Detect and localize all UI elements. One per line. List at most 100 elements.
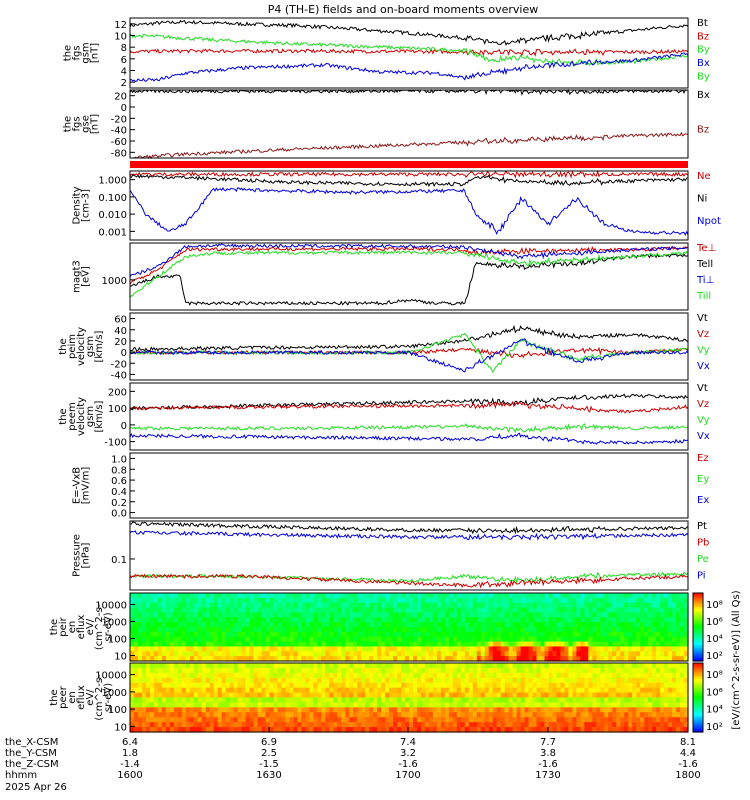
spec-cell [397,593,402,599]
spec-cell [624,607,629,614]
spec-cell [353,663,358,669]
spec-cell [333,672,338,679]
colorbar-cell [693,645,703,648]
spec-cell [588,727,593,733]
spec-cell [257,667,263,674]
spec-cell [237,597,243,604]
spec-cell [504,692,510,699]
spec-cell [580,692,585,699]
spec-cell [341,627,346,633]
spec-cell [488,722,494,728]
spec-cell [508,667,514,674]
y-tick-label: 0 [121,103,127,114]
spec-cell [293,597,298,604]
spec-cell [584,646,589,652]
spec-cell [285,682,291,689]
spec-cell [377,672,382,679]
spec-cell [432,672,438,679]
spec-cell [165,651,171,657]
spec-cell [373,617,378,623]
colorbar-cell [693,688,703,692]
spec-cell [524,636,530,643]
spec-cell [193,646,199,652]
spec-cell [361,712,366,718]
spec-cell [552,707,558,713]
spec-cell [130,707,135,713]
spec-cell [317,636,322,643]
y-tick-label: 0.100 [98,193,127,204]
spec-cell [668,727,673,733]
spec-cell [177,641,183,648]
spec-cell [333,667,338,674]
spec-cell [464,667,470,674]
spec-cell [313,627,318,633]
spec-cell [369,697,374,704]
spec-cell [456,707,462,713]
spec-cell [428,697,434,704]
spec-cell [301,656,306,662]
spec-cell [544,612,550,618]
spec-cell [628,597,633,604]
spec-cell [560,682,566,689]
spec-cell [480,682,486,689]
spec-cell [409,707,414,713]
spec-cell [440,607,446,614]
spec-cell [608,712,613,718]
spec-cell [512,663,518,669]
spec-cell [373,641,378,648]
spec-cell [540,687,546,694]
spec-cell [492,682,498,689]
spec-cell [548,692,554,699]
spec-cell [149,687,155,694]
spec-cell [516,667,522,674]
spec-cell [628,707,633,713]
spec-cell [241,702,247,708]
spec-cell [676,722,681,728]
spec-cell [269,636,275,643]
spec-cell [460,702,466,708]
spec-cell [588,722,593,728]
spec-cell [189,656,195,662]
spec-cell [428,636,434,643]
x-row-value: 1700 [395,770,420,781]
spec-cell [305,697,310,704]
spec-cell [680,687,685,694]
spec-cell [277,672,283,679]
spec-cell [568,702,574,708]
spec-cell [580,646,585,652]
y-axis-label: (cm^2-s- [94,674,105,721]
spec-cell [285,656,291,662]
spec-cell [608,612,613,618]
spec-cell [516,672,522,679]
spec-cell [205,651,211,657]
spec-cell [640,663,645,669]
spec-cell [381,677,386,684]
spec-cell [680,682,685,689]
spec-cell [405,682,410,689]
spec-cell [233,631,239,638]
spec-cell [321,697,326,704]
spec-cell [305,722,310,728]
spec-cell [137,722,143,728]
spec-cell [185,717,191,723]
colorbar-cell [693,690,703,693]
spec-cell [496,667,502,674]
spec-cell [137,712,143,718]
spec-cell [588,641,593,648]
spec-cell [285,622,291,628]
spec-cell [624,656,629,662]
y-axis-label: Density [72,186,83,224]
spec-cell [269,607,275,614]
spec-cell [672,667,677,674]
spec-cell [385,712,390,718]
spec-cell [401,682,406,689]
spec-cell [273,677,279,684]
spec-cell [552,651,558,657]
spec-cell [632,627,637,633]
spec-cell [524,617,530,623]
spec-cell [668,702,673,708]
spec-cell [137,727,143,733]
spec-cell [161,631,167,638]
spec-cell [668,717,673,723]
spec-cell [520,593,526,599]
